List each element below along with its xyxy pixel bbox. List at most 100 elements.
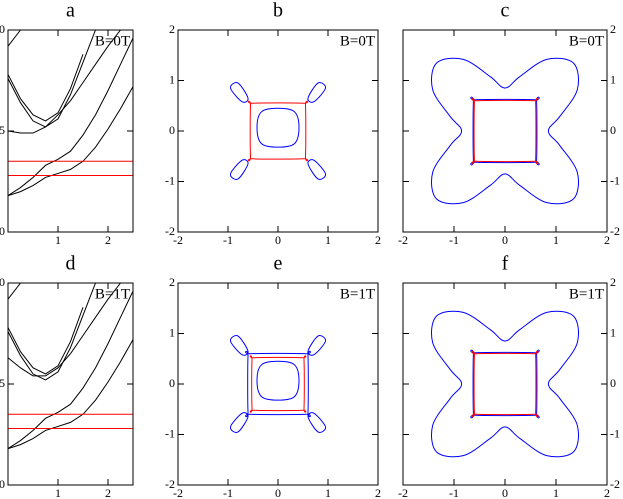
y-tick-label: -1 — [165, 173, 175, 187]
curve — [8, 30, 21, 47]
annotation: B=1T — [95, 286, 130, 302]
x-tick-label: 1 — [55, 486, 61, 499]
curve — [229, 335, 249, 356]
x-tick-label: -2 — [173, 486, 183, 499]
panel: 1 2 0 5 10 a B=0T — [0, 0, 134, 247]
x-tick-label: 2 — [105, 486, 111, 499]
panel-title: e — [274, 253, 283, 275]
x-tick-label: 0 — [502, 486, 508, 499]
curve — [229, 159, 249, 180]
x-tick-label: -2 — [173, 233, 183, 247]
curve — [307, 412, 327, 433]
plot-area — [8, 30, 133, 232]
y-tick-label: 2 — [169, 275, 175, 289]
y-tick-label: -1 — [610, 173, 620, 187]
panel-title: b — [273, 0, 283, 22]
curve — [471, 350, 539, 418]
curve — [8, 290, 133, 450]
curve — [8, 30, 96, 128]
y-tick-label: -1 — [165, 426, 175, 440]
y-tick-label: 0 — [0, 224, 5, 238]
x-tick-label: 0 — [275, 233, 281, 247]
y-tick-label: 5 — [0, 376, 5, 390]
y-tick-label: 10 — [0, 275, 5, 289]
curve — [8, 30, 121, 134]
plot-area — [403, 30, 607, 232]
panel: 1 2 0 5 10 d B=1T — [0, 253, 134, 499]
y-tick-label: 2 — [610, 22, 616, 36]
x-tick-label: 2 — [375, 486, 381, 499]
x-tick-label: 2 — [604, 486, 610, 499]
x-tick-label: 1 — [325, 486, 331, 499]
curve — [307, 82, 327, 103]
panel-title: d — [66, 253, 76, 275]
annotation: B=1T — [340, 286, 375, 302]
curve — [256, 360, 300, 401]
curve — [471, 97, 539, 165]
annotation: B=0T — [340, 33, 375, 49]
x-tick-label: -2 — [398, 486, 408, 499]
x-tick-label: -1 — [223, 486, 233, 499]
panel: -2 -1 0 1 2 -2 -1 0 1 2 e B=1T — [165, 253, 381, 499]
curves — [431, 57, 579, 205]
y-tick-label: 0 — [169, 376, 175, 390]
y-tick-label: 1 — [169, 72, 175, 86]
x-tick-label: 2 — [375, 233, 381, 247]
curves — [229, 82, 327, 180]
panel-title: f — [502, 253, 509, 275]
curve — [431, 310, 579, 458]
curve — [8, 37, 133, 197]
curve — [229, 82, 249, 103]
y-tick-label: -2 — [165, 224, 175, 238]
curve — [245, 350, 311, 418]
y-tick-label: -1 — [610, 426, 620, 440]
y-tick-label: 2 — [610, 275, 616, 289]
curves — [229, 335, 327, 433]
curve — [229, 412, 249, 433]
x-tick-label: 0 — [502, 233, 508, 247]
panel-title: a — [66, 0, 75, 22]
x-tick-label: -1 — [223, 233, 233, 247]
curves — [8, 30, 133, 197]
x-tick-label: 1 — [553, 233, 559, 247]
y-tick-label: 2 — [169, 22, 175, 36]
curve — [249, 355, 307, 413]
curve — [8, 283, 121, 377]
curves — [431, 310, 579, 458]
x-tick-label: -1 — [449, 233, 459, 247]
curve — [470, 96, 540, 166]
curve — [307, 335, 327, 356]
curve — [8, 283, 96, 381]
y-tick-label: 10 — [0, 22, 5, 36]
x-tick-label: 2 — [105, 233, 111, 247]
curve — [431, 57, 579, 205]
y-tick-label: 1 — [610, 72, 616, 86]
annotation: B=1T — [569, 286, 604, 302]
curve — [256, 107, 300, 148]
x-tick-label: 0 — [275, 486, 281, 499]
y-tick-label: 0 — [0, 477, 5, 491]
y-tick-label: 5 — [0, 123, 5, 137]
curve — [8, 339, 133, 450]
x-tick-label: -2 — [398, 233, 408, 247]
y-tick-label: -2 — [610, 477, 620, 491]
y-tick-label: -2 — [610, 224, 620, 238]
annotation: B=0T — [569, 33, 604, 49]
x-tick-label: 1 — [55, 233, 61, 247]
x-tick-label: 1 — [553, 486, 559, 499]
plot-area — [178, 30, 378, 232]
y-tick-label: 0 — [169, 123, 175, 137]
plot-area — [8, 283, 133, 485]
x-tick-label: -1 — [449, 486, 459, 499]
y-tick-label: 0 — [610, 123, 616, 137]
y-tick-label: 0 — [610, 376, 616, 390]
curves — [8, 283, 133, 450]
curve — [470, 349, 540, 419]
curve — [247, 100, 309, 162]
panel-title: c — [501, 0, 510, 22]
curve — [8, 54, 84, 122]
annotation: B=0T — [95, 33, 130, 49]
